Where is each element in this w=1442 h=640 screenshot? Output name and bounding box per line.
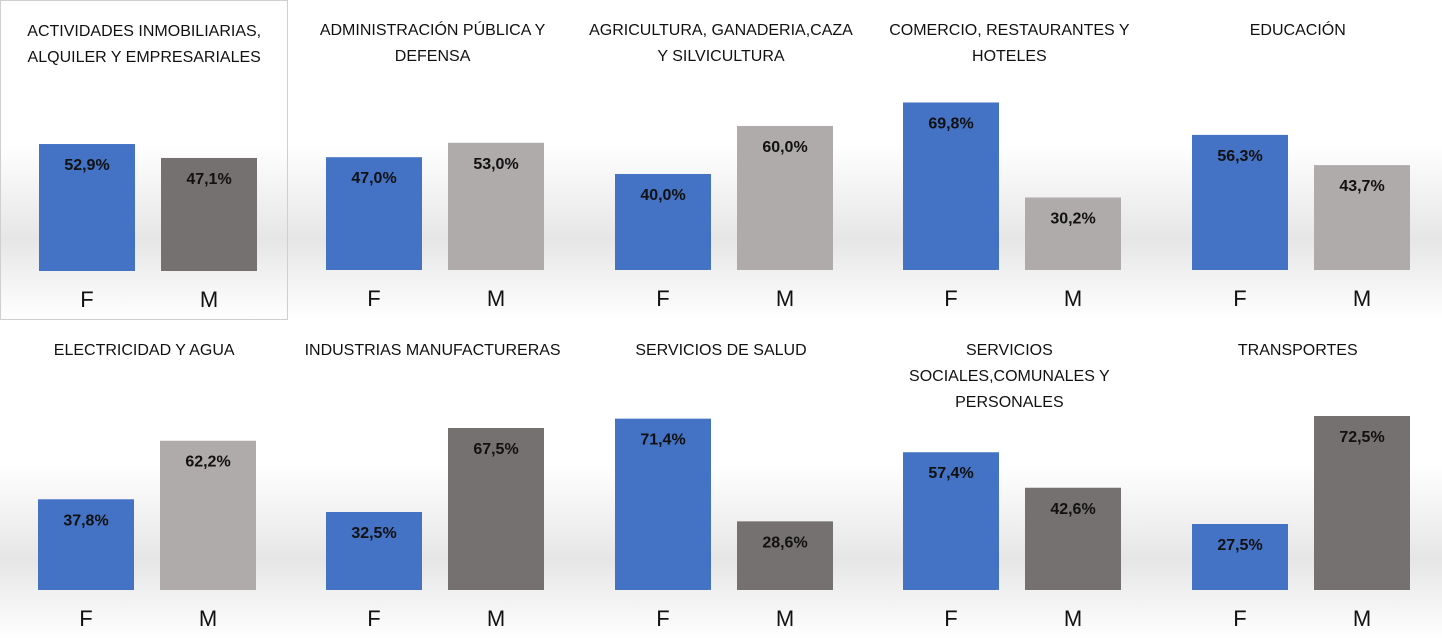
category-label: F: [368, 606, 381, 631]
value-label: 62,2%: [185, 454, 230, 471]
chart-panel: COMERCIO, RESTAURANTES Y HOTELES 69,8% F 30…: [865, 0, 1154, 320]
bar: [38, 499, 134, 590]
value-label: 60,0%: [762, 139, 807, 156]
chart-title: ACTIVIDADES INMOBILIARIAS, ALQUILER Y EM…: [27, 23, 262, 66]
value-label: 57,4%: [928, 465, 973, 482]
chart-title: TRANSPORTES: [1237, 342, 1358, 359]
category-label: M: [487, 606, 505, 631]
bar: [1191, 524, 1288, 590]
category-label: F: [944, 606, 957, 631]
chart: 37,8% F 62,2% M: [38, 440, 256, 631]
value-label: 69,8%: [928, 115, 973, 132]
chart-title: ELECTRICIDAD Y AGUA: [53, 342, 235, 359]
value-label: 67,5%: [474, 441, 519, 458]
chart-panel: AGRICULTURA, GANADERIA,CAZA Y SILVICULTU…: [576, 0, 866, 320]
value-label: 47,0%: [352, 170, 397, 187]
category-label: M: [776, 286, 794, 311]
bar: [1313, 165, 1410, 270]
chart: 27,5% F 72,5% M: [1191, 416, 1410, 631]
category-label: F: [944, 286, 957, 311]
chart: 52,9% F 47,1% M: [39, 144, 257, 312]
value-label: 30,2%: [1050, 211, 1095, 228]
chart: 69,8% F 30,2% M: [903, 102, 1122, 311]
bar: [448, 428, 545, 590]
chart-panel: ACTIVIDADES INMOBILIARIAS, ALQUILER Y EM…: [0, 0, 289, 320]
chart-title: EDUCACIÓN: [1249, 22, 1346, 39]
chart-panel: INDUSTRIAS MANUFACTURERAS 32,5% F 67,5% M: [288, 320, 577, 640]
value-label: 28,6%: [762, 534, 807, 551]
category-label: F: [1233, 606, 1246, 631]
category-label: F: [80, 287, 93, 312]
chart-panel: EDUCACIÓN 56,3% F 43,7% M: [1153, 0, 1442, 320]
value-label: 53,0%: [474, 156, 519, 173]
bar: [326, 512, 423, 590]
category-label: M: [1064, 286, 1082, 311]
bar: [448, 142, 545, 270]
value-label: 37,8%: [63, 512, 108, 529]
bar: [736, 126, 833, 270]
bar: [1313, 416, 1410, 590]
bar: [736, 521, 833, 590]
category-label: F: [368, 286, 381, 311]
category-label: F: [79, 606, 92, 631]
chart-title: SERVICIOS DE SALUD: [635, 342, 807, 359]
value-label: 47,1%: [186, 171, 231, 188]
chart-panel: TRANSPORTES 27,5% F 72,5% M: [1153, 320, 1442, 640]
chart: 56,3% F 43,7% M: [1191, 134, 1410, 311]
bar: [1025, 197, 1122, 270]
bar: [1191, 134, 1288, 270]
category-label: F: [1233, 286, 1246, 311]
bar: [614, 418, 711, 590]
chart: 40,0% F 60,0% M: [614, 126, 833, 311]
chart: 32,5% F 67,5% M: [326, 428, 545, 631]
chart-title: INDUSTRIAS MANUFACTURERAS: [304, 342, 561, 359]
category-label: M: [776, 606, 794, 631]
value-label: 32,5%: [352, 525, 397, 542]
category-label: F: [656, 606, 669, 631]
chart-title: ADMINISTRACIÓN PÚBLICA Y DEFENSA: [319, 22, 546, 65]
chart-panel: SERVICIOS SOCIALES,COMUNALES Y PERSONALE…: [865, 320, 1154, 640]
chart-title: COMERCIO, RESTAURANTES Y HOTELES: [889, 22, 1130, 65]
bar: [160, 440, 256, 590]
chart-title: AGRICULTURA, GANADERIA,CAZA Y SILVICULTU…: [589, 22, 853, 65]
category-label: F: [656, 286, 669, 311]
chart: 47,0% F 53,0% M: [326, 142, 545, 311]
value-label: 40,0%: [640, 187, 685, 204]
bar: [614, 174, 711, 270]
value-label: 72,5%: [1339, 429, 1384, 446]
chart: 71,4% F 28,6% M: [614, 418, 833, 631]
bar: [326, 157, 423, 270]
category-label: M: [199, 606, 217, 631]
bar: [903, 452, 1000, 590]
category-label: M: [487, 286, 505, 311]
bar: [39, 144, 135, 271]
value-label: 42,6%: [1050, 501, 1095, 518]
bar: [903, 102, 1000, 270]
value-label: 52,9%: [64, 157, 109, 174]
value-label: 43,7%: [1339, 178, 1384, 195]
value-label: 71,4%: [640, 432, 685, 449]
chart-panel: SERVICIOS DE SALUD 71,4% F 28,6% M: [576, 320, 866, 640]
value-label: 56,3%: [1217, 148, 1262, 165]
chart-title: SERVICIOS SOCIALES,COMUNALES Y PERSONALE…: [909, 342, 1110, 411]
category-label: M: [1064, 606, 1082, 631]
category-label: M: [1352, 606, 1370, 631]
bar: [161, 157, 257, 271]
bar: [1025, 487, 1122, 590]
chart-panel: ELECTRICIDAD Y AGUA 37,8% F 62,2% M: [0, 320, 289, 640]
category-label: M: [200, 287, 218, 312]
value-label: 27,5%: [1217, 537, 1262, 554]
chart: 57,4% F 42,6% M: [903, 452, 1122, 631]
category-label: M: [1352, 286, 1370, 311]
chart-panel: ADMINISTRACIÓN PÚBLICA Y DEFENSA 47,0% F 53…: [288, 0, 577, 320]
